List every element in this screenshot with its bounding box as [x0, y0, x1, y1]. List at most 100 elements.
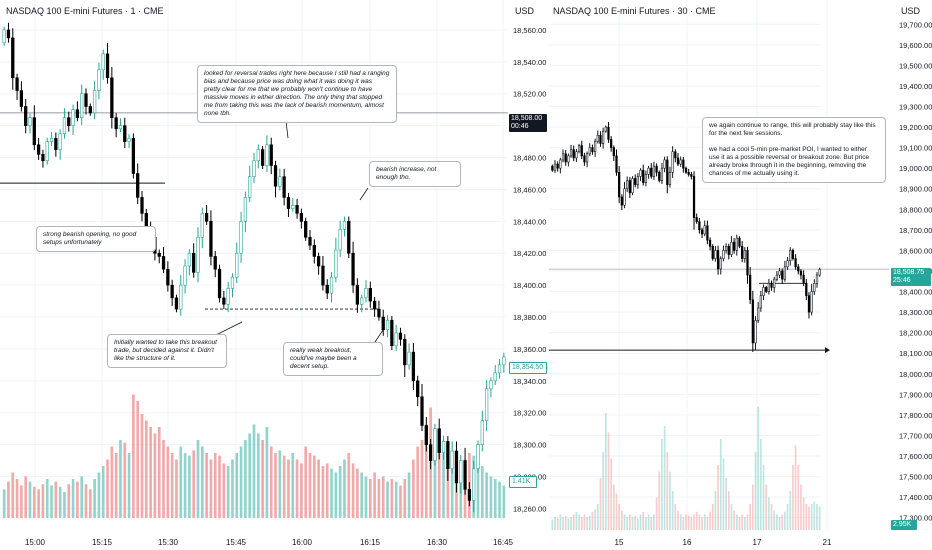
- volume-bar: [373, 472, 376, 518]
- volume-bar: [642, 511, 645, 530]
- chart-pane-30min[interactable]: 19,700.00 19,600.00 19,500.00 19,400.00 19,3…: [549, 0, 932, 550]
- y-tick-label: 18,000.00: [899, 370, 932, 379]
- volume-bar: [570, 517, 572, 530]
- volume-bar: [655, 497, 658, 530]
- chart-title: NASDAQ 100 E-mini Futures · 1 · CME: [6, 6, 164, 16]
- volume-bar: [312, 455, 316, 518]
- price-axis[interactable]: [508, 0, 548, 550]
- candle: [41, 149, 45, 168]
- candle: [682, 156, 685, 173]
- candle: [299, 208, 304, 229]
- note-weak-breakout[interactable]: really weak breakout, could've maybe bee…: [283, 342, 383, 376]
- candle: [62, 108, 67, 139]
- volume-bar: [351, 463, 355, 518]
- volume-bar: [637, 518, 639, 530]
- note-reversal[interactable]: looked for reversal trades right here be…: [197, 65, 397, 123]
- y-tick-label: 18,540.00: [513, 58, 546, 67]
- candle: [612, 145, 615, 162]
- candle: [561, 149, 565, 163]
- candle: [6, 22, 11, 43]
- candle: [140, 190, 144, 222]
- candle: [596, 130, 599, 144]
- candle: [730, 236, 733, 258]
- candle: [679, 156, 682, 167]
- candle: [407, 343, 411, 370]
- volume-bar: [749, 504, 751, 530]
- candle: [88, 103, 92, 116]
- horizontal-levels: [0, 112, 508, 310]
- y-axis-ticks: 19,700.00 19,600.00 19,500.00 19,400.00 19,3…: [899, 20, 932, 522]
- candle: [746, 246, 749, 284]
- volume-bar: [693, 514, 695, 530]
- volume-bar: [140, 414, 144, 518]
- candle: [732, 238, 736, 254]
- candle: [286, 192, 291, 217]
- candle: [556, 161, 559, 172]
- countdown: 00:46: [511, 123, 529, 130]
- volume-bar: [591, 511, 594, 530]
- volume-bar: [209, 459, 213, 518]
- candle: [762, 284, 765, 301]
- candle: [101, 49, 105, 80]
- note-bearish-increase[interactable]: bearish increase, not enough tho.: [369, 161, 461, 187]
- volume-bar: [502, 485, 506, 518]
- y-tick-label: 17,800.00: [899, 411, 932, 420]
- candles: [2, 22, 506, 512]
- candle: [230, 273, 235, 298]
- volume-bar: [711, 504, 714, 530]
- time-axis[interactable]: [0, 530, 508, 550]
- chart-30min[interactable]: 19,700.00 19,600.00 19,500.00 19,400.00 19,3…: [549, 0, 932, 550]
- volume-bar: [394, 481, 398, 518]
- volume-bar: [71, 479, 75, 518]
- candle: [767, 278, 770, 295]
- y-tick-label: 17,500.00: [899, 473, 932, 482]
- candle: [684, 166, 688, 174]
- volume-bar: [407, 472, 411, 518]
- candle: [372, 296, 377, 317]
- candle: [28, 113, 32, 134]
- volume-bar: [252, 424, 256, 518]
- candle: [183, 259, 187, 294]
- time-axis[interactable]: [549, 530, 889, 550]
- volume-bar: [554, 517, 556, 530]
- chart-pane-1min[interactable]: 18,560.0018,540.0018,520.0018,500.0018,4…: [0, 0, 548, 550]
- volume-bar: [50, 485, 53, 518]
- candle: [269, 137, 273, 175]
- volume-bar: [677, 510, 679, 530]
- chart-1min[interactable]: 18,560.0018,540.0018,520.0018,500.0018,4…: [0, 0, 548, 550]
- candle: [204, 204, 209, 225]
- candle: [381, 309, 385, 336]
- last-price: 18,508.75: [893, 269, 925, 276]
- candle: [209, 210, 213, 266]
- volume-bar: [381, 476, 385, 518]
- note-breakout[interactable]: Initially wanted to take this breakout t…: [107, 334, 227, 368]
- volume-bar: [412, 459, 415, 518]
- volume-bar: [567, 518, 570, 530]
- volume-bar: [725, 478, 727, 530]
- volume-tag: 1.41K: [509, 476, 537, 488]
- volume-bar: [123, 442, 127, 518]
- volume-bar: [773, 510, 776, 530]
- note-opening[interactable]: strong bearish opening, no good setups u…: [36, 226, 156, 252]
- volume-bar: [719, 439, 722, 530]
- volume-bar: [687, 515, 690, 530]
- candle: [572, 145, 575, 162]
- volume-bar: [300, 463, 303, 518]
- candle: [19, 81, 24, 112]
- candle: [24, 98, 28, 134]
- note-range[interactable]: we again continue to range, this will pr…: [702, 117, 886, 183]
- y-tick-label: 18,300.00: [513, 441, 546, 450]
- currency-label[interactable]: USD: [515, 6, 535, 16]
- candle: [559, 157, 562, 174]
- candle: [634, 174, 637, 188]
- y-tick-label: 19,600.00: [899, 41, 932, 50]
- y-tick-label: 17,900.00: [899, 390, 932, 399]
- volume-bar: [493, 479, 497, 518]
- candle: [252, 152, 256, 184]
- currency-label[interactable]: USD: [901, 6, 921, 16]
- volume-bar: [368, 479, 372, 518]
- candle: [708, 237, 712, 251]
- volume-bar: [278, 450, 282, 518]
- candle: [433, 423, 437, 466]
- volume-bar: [97, 472, 101, 518]
